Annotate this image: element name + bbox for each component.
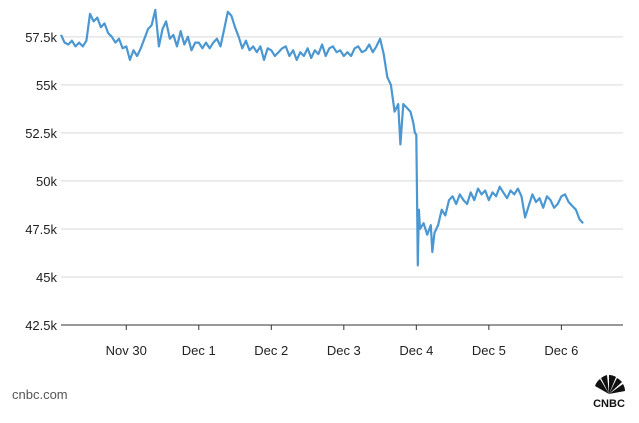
gridlines [61,36,623,278]
x-tick-label: Dec 6 [544,343,578,358]
x-tick-label: Nov 30 [106,343,147,358]
x-tick-label: Dec 4 [399,343,433,358]
logo-text: CNBC [593,398,625,410]
x-tick-label: Dec 1 [182,343,216,358]
y-axis-tick-labels: 42.5k 45k 47.5k 50k 52.5k 55k 57.5k [25,30,57,333]
series-line-price [60,8,584,267]
source-label: cnbc.com [12,387,68,402]
x-tick-label: Dec 3 [327,343,361,358]
nbc-peacock-icon [595,375,625,394]
y-tick-label: 47.5k [25,222,57,237]
x-tick-label: Dec 5 [472,343,506,358]
x-axis-ticks: Nov 30 Dec 1 Dec 2 Dec 3 Dec 4 Dec 5 Dec 6 [106,325,578,358]
y-tick-label: 45k [36,270,57,285]
y-tick-label: 50k [36,174,57,189]
x-tick-label: Dec 2 [254,343,288,358]
y-tick-label: 42.5k [25,318,57,333]
cnbc-logo: CNBC [593,375,625,410]
y-tick-label: 52.5k [25,126,57,141]
y-tick-label: 57.5k [25,30,57,45]
y-tick-label: 55k [36,78,57,93]
